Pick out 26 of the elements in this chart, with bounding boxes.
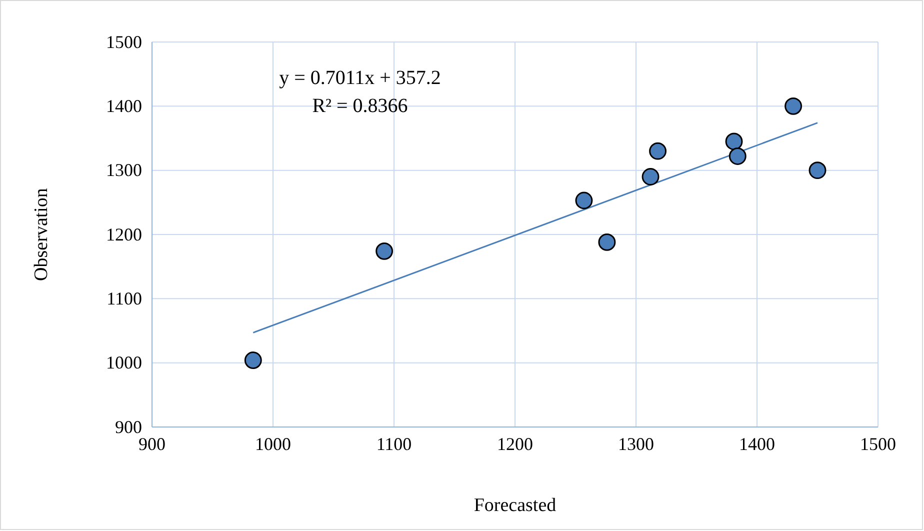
- x-axis-title: Forecasted: [474, 495, 557, 516]
- point: [728, 148, 746, 165]
- y-tick-label: 1300: [106, 160, 142, 180]
- point: [784, 97, 802, 115]
- annotation: R² = 0.8366: [312, 95, 408, 117]
- x-tick-label: 1400: [739, 434, 775, 454]
- y-tick-label: 1100: [106, 288, 142, 308]
- point: [725, 132, 743, 150]
- point: [376, 242, 394, 260]
- y-tick-label: 1500: [106, 32, 142, 52]
- x-tick-label: 1300: [618, 434, 654, 454]
- x-tick-label: 1200: [497, 434, 533, 454]
- y-tick-label: 1400: [106, 96, 142, 116]
- point: [244, 352, 262, 369]
- x-tick-label: 1000: [255, 434, 291, 454]
- x-tick-label: 1100: [376, 434, 412, 454]
- y-tick-label: 1000: [106, 352, 142, 373]
- point: [575, 192, 593, 210]
- point: [808, 162, 826, 180]
- point: [649, 142, 667, 160]
- y-axis-title: Observation: [31, 188, 52, 281]
- annotation: y = 0.7011x + 357.2: [279, 67, 441, 89]
- point: [598, 233, 616, 251]
- y-tick-label: 1200: [106, 224, 142, 244]
- x-tick-label: 1500: [860, 434, 896, 454]
- point: [642, 168, 660, 186]
